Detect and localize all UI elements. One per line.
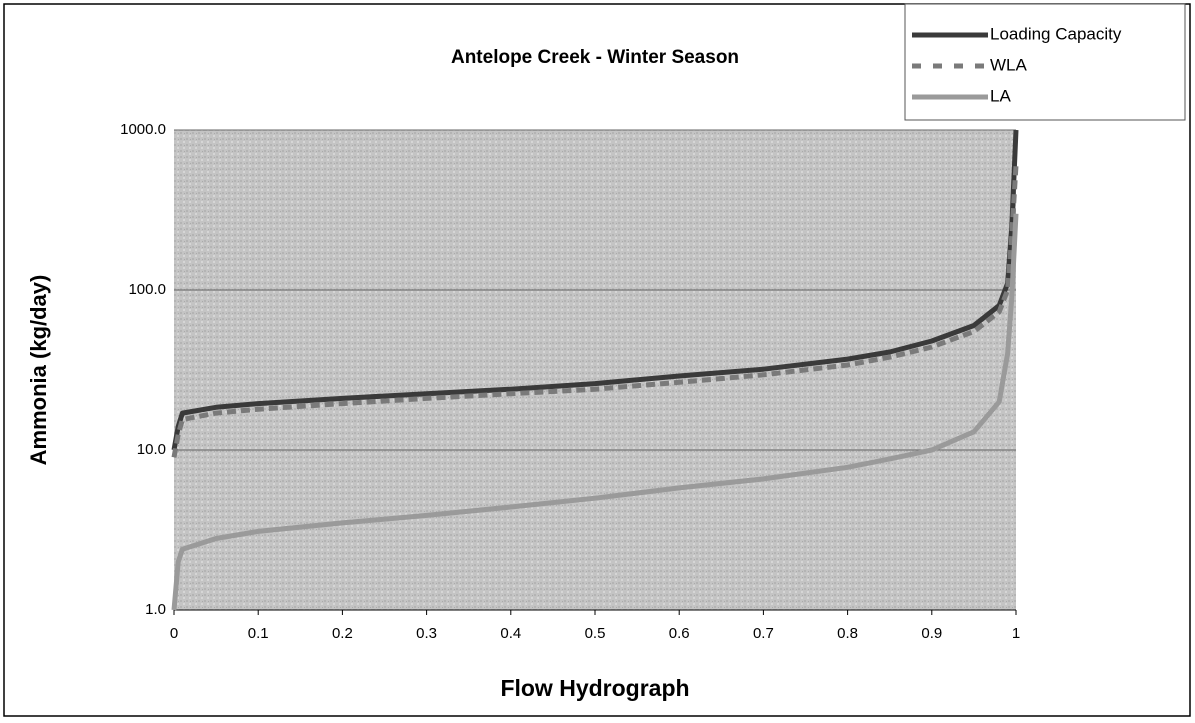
legend-label: Loading Capacity: [990, 24, 1122, 43]
legend-label: LA: [990, 86, 1011, 105]
x-tick-label: 0.1: [248, 625, 269, 642]
x-tick-label: 0.7: [753, 625, 774, 642]
x-tick-label: 0.8: [837, 625, 858, 642]
y-tick-label: 1.0: [145, 601, 166, 618]
y-tick-label: 1000.0: [120, 121, 166, 138]
x-tick-label: 0.4: [500, 625, 521, 642]
plot-area: [174, 130, 1016, 610]
x-tick-label: 0.6: [669, 625, 690, 642]
x-tick-label: 0.5: [585, 625, 606, 642]
series-line: [171, 165, 1019, 458]
y-tick-label: 10.0: [137, 441, 166, 458]
x-tick-label: 1: [1012, 625, 1020, 642]
y-axis-label: Ammonia (kg/day): [26, 275, 51, 466]
x-tick-label: 0.2: [332, 625, 353, 642]
legend: [904, 3, 1186, 121]
x-tick-label: 0.3: [416, 625, 437, 642]
legend-label: WLA: [990, 55, 1028, 74]
chart-title: Antelope Creek - Winter Season: [451, 47, 739, 68]
x-axis-label: Flow Hydrograph: [500, 675, 689, 701]
y-tick-label: 100.0: [128, 281, 166, 298]
series-line: [171, 213, 1019, 611]
x-tick-label: 0.9: [921, 625, 942, 642]
x-tick-label: 0: [170, 625, 178, 642]
